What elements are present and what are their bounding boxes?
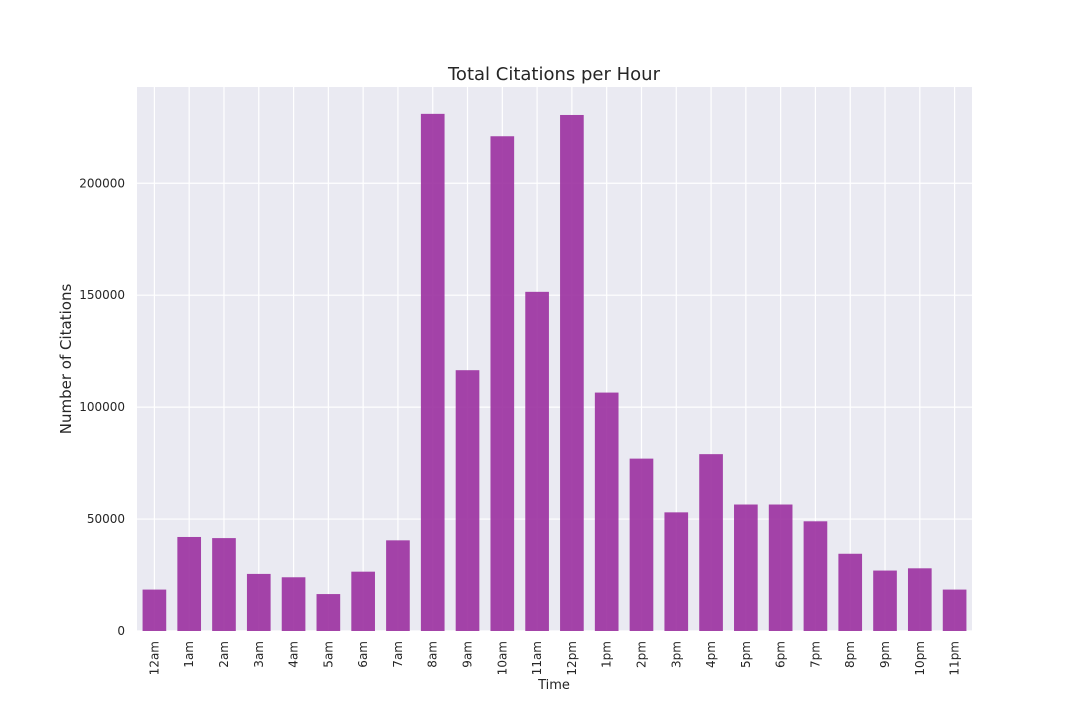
- bar-11pm: [942, 589, 967, 631]
- bar-8am: [420, 113, 445, 631]
- chart-title: Total Citations per Hour: [447, 64, 661, 85]
- y-axis-label: Number of Citations: [57, 284, 75, 435]
- bar-9pm: [873, 570, 897, 631]
- x-tick-label: 3pm: [669, 641, 683, 668]
- bar-12pm: [560, 114, 584, 632]
- plot-area: [137, 87, 972, 631]
- bar-4pm: [699, 454, 723, 631]
- x-tick-label: 3am: [252, 641, 266, 668]
- x-tick-label: 11pm: [948, 641, 962, 676]
- y-tick-labels: 0 50000 100000 150000 200000: [79, 176, 125, 638]
- bar-6pm: [768, 504, 793, 631]
- bar-7am: [386, 540, 410, 631]
- bar-7pm: [803, 521, 828, 631]
- x-tick-label: 7am: [391, 641, 405, 668]
- bar-1pm: [594, 392, 619, 631]
- bar-4am: [281, 577, 306, 631]
- y-tick-label: 150000: [79, 288, 125, 302]
- bars: [142, 113, 967, 632]
- y-tick-label: 0: [117, 624, 125, 638]
- x-tick-label: 4pm: [704, 641, 718, 668]
- bar-8pm: [838, 553, 863, 631]
- bar-1am: [177, 536, 202, 631]
- y-tick-label: 200000: [79, 176, 125, 190]
- x-tick-label: 5am: [321, 641, 335, 668]
- x-tick-label: 8pm: [843, 641, 857, 668]
- x-tick-label: 1am: [182, 641, 196, 668]
- x-tick-label: 9pm: [878, 641, 892, 668]
- x-tick-label: 2pm: [634, 641, 648, 668]
- x-tick-labels: 12am 1am 2am 3am 4am 5am 6am 7am 8am 9am 10am 11am 1…: [147, 641, 961, 676]
- x-tick-label: 1pm: [600, 641, 614, 668]
- bar-5pm: [734, 504, 758, 631]
- x-tick-label: 12am: [147, 641, 161, 675]
- x-tick-label: 6am: [356, 641, 370, 668]
- x-tick-label: 10pm: [913, 641, 927, 676]
- x-tick-label: 7pm: [808, 641, 822, 668]
- bar-5am: [316, 594, 341, 631]
- x-axis-label: Time: [537, 678, 570, 693]
- bar-2am: [212, 538, 236, 631]
- y-tick-label: 100000: [79, 400, 125, 414]
- x-tick-label: 6pm: [774, 641, 788, 668]
- x-tick-label: 8am: [426, 641, 440, 668]
- x-tick-label: 11am: [530, 641, 544, 675]
- x-tick-label: 4am: [287, 641, 301, 668]
- bar-11am: [525, 291, 549, 631]
- y-tick-label: 50000: [87, 512, 125, 526]
- bar-3pm: [664, 512, 689, 631]
- bar-2pm: [629, 458, 654, 631]
- bar-6am: [351, 571, 375, 631]
- bar-9am: [455, 370, 480, 631]
- x-tick-label: 10am: [495, 641, 509, 675]
- x-tick-label: 2am: [217, 641, 231, 668]
- bar-10pm: [907, 568, 932, 631]
- x-tick-label: 9am: [461, 641, 475, 668]
- bar-12am: [142, 589, 167, 631]
- x-tick-label: 5pm: [739, 641, 753, 668]
- bar-3am: [246, 573, 271, 631]
- x-tick-label: 12pm: [565, 641, 579, 676]
- bar-10am: [490, 136, 515, 631]
